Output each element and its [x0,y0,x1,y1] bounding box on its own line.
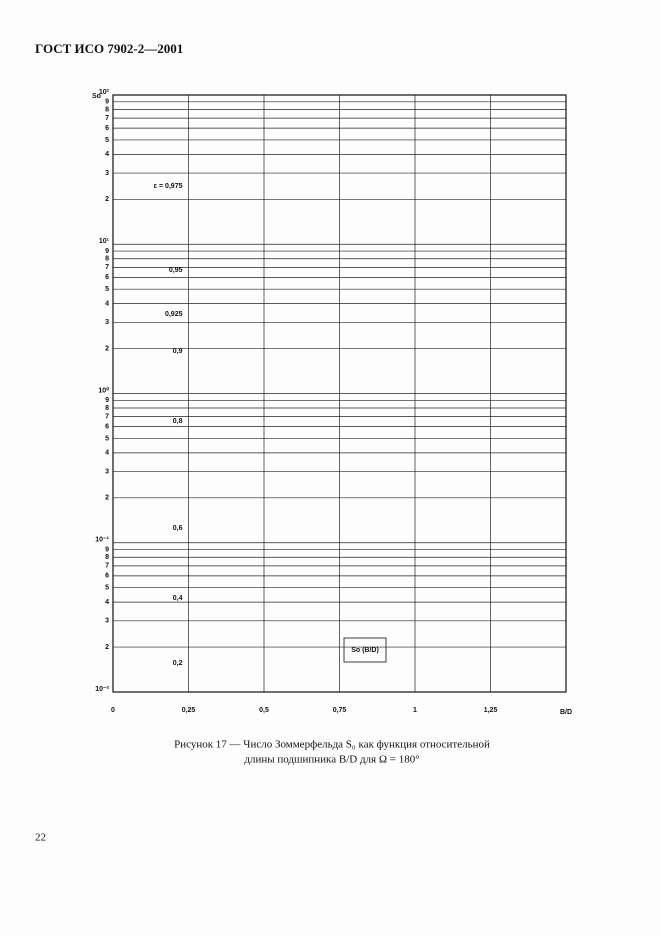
y-tick-label: 6 [105,423,109,430]
header-title: ГОСТ ИСО 7902-2—2001 [35,41,183,56]
y-tick-label: 3 [105,170,109,177]
y-tick-label: 4 [105,300,109,307]
caption-line: Рисунок 17 — Число Зоммерфельда S₀ как ф… [174,739,490,751]
y-tick-label: 5 [105,435,109,442]
x-tick-label: 0 [111,707,115,714]
y-tick-label: 2 [105,644,109,651]
y-tick-label: 9 [105,397,109,404]
x-tick-label: 1 [413,707,417,714]
y-tick-label: 10² [99,89,110,96]
y-tick-label: 6 [105,573,109,580]
y-tick-label: 5 [105,585,109,592]
y-tick-label: 7 [105,563,109,570]
x-axis-label: B/D [560,709,572,716]
curve-label: 0,925 [165,311,183,318]
caption-line: длины подшипника B/D для Ω = 180° [244,754,419,766]
y-tick-label: 10⁰ [98,386,109,394]
y-tick-label: 7 [105,264,109,271]
y-tick-label: 2 [105,345,109,352]
x-tick-label: 0,25 [182,707,196,714]
curve-label: 0,8 [173,418,183,425]
curve-label: 0,4 [173,595,183,602]
annotation: So (B/D) [351,647,379,654]
y-tick-label: 3 [105,319,109,326]
y-tick-label: 5 [105,286,109,293]
x-tick-label: 1,25 [484,707,498,714]
y-tick-label: 9 [105,99,109,106]
y-tick-label: 4 [105,599,109,606]
y-tick-label: 8 [105,106,109,113]
y-tick-label: 2 [105,495,109,502]
curve-label: 0,95 [169,267,183,274]
y-tick-label: 7 [105,115,109,122]
y-tick-label: 6 [105,274,109,281]
y-tick-label: 10⁻¹ [95,537,109,544]
curve-label: 0,9 [173,348,183,355]
y-tick-label: 9 [105,546,109,553]
plot-frame [112,94,567,693]
y-tick-label: 10⁻² [95,686,109,693]
y-tick-label: 3 [105,618,109,625]
y-tick-label: 5 [105,137,109,144]
x-tick-label: 0,5 [259,707,269,714]
y-tick-label: 6 [105,125,109,132]
y-tick-label: 9 [105,248,109,255]
curve-label: 0,6 [173,525,183,532]
y-tick-label: 4 [105,151,109,158]
y-tick-label: 4 [105,450,109,457]
y-tick-label: 10¹ [99,238,110,245]
y-tick-label: 8 [105,256,109,263]
y-tick-label: 8 [105,405,109,412]
curve-label: ε = 0,975 [154,183,183,190]
y-tick-label: 8 [105,554,109,561]
page-number: 22 [35,832,46,844]
y-tick-label: 7 [105,413,109,420]
y-axis-label: So [92,93,101,100]
annotation-box [343,637,387,663]
y-tick-label: 2 [105,196,109,203]
curve-label: 0,2 [173,660,183,667]
y-tick-label: 3 [105,468,109,475]
x-tick-label: 0,75 [333,707,347,714]
